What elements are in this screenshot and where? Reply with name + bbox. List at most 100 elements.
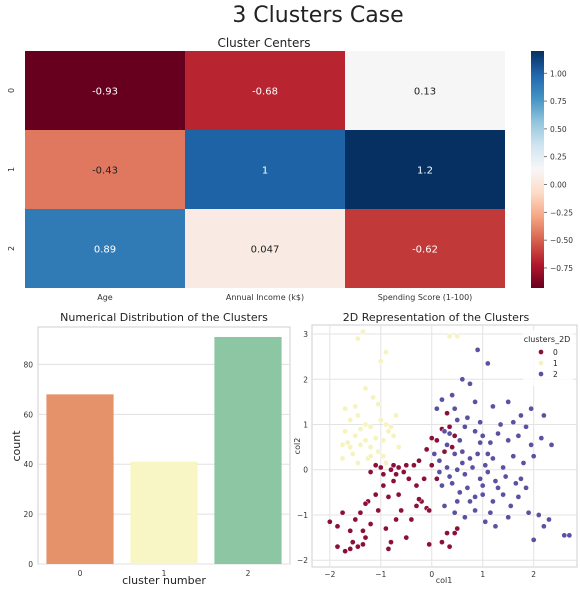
scatter-y-tick-label: 1	[303, 421, 308, 430]
scatter-point-cluster-2	[548, 442, 555, 448]
scatter-x-tick-label: 1	[480, 570, 485, 579]
bar-y-axis-label: count	[10, 430, 23, 462]
scatter-point-cluster-2	[479, 491, 486, 498]
scatter-point-cluster-0	[367, 469, 374, 475]
scatter-point-cluster-2	[456, 489, 463, 496]
scatter-point-cluster-2	[474, 347, 481, 353]
scatter-point-cluster-2	[479, 482, 486, 489]
scatter-point-cluster-2	[464, 484, 471, 491]
scatter-x-tick-label: −1	[375, 570, 386, 579]
scatter-point-cluster-2	[459, 460, 466, 466]
scatter-point-cluster-2	[518, 475, 524, 482]
scatter-point-cluster-2	[507, 503, 514, 509]
scatter-y-tick-label: 2	[303, 375, 308, 384]
scatter-title: 2D Representation of the Clusters	[343, 311, 530, 324]
scatter-point-cluster-1	[352, 432, 359, 439]
scatter-point-cluster-1	[393, 412, 399, 419]
scatter-point-cluster-2	[459, 448, 466, 455]
scatter-point-cluster-1	[362, 421, 369, 428]
scatter-point-cluster-2	[444, 442, 450, 448]
scatter-point-cluster-2	[444, 464, 450, 471]
colorbar-tick-label: 0.75	[550, 97, 567, 106]
scatter-point-cluster-0	[408, 516, 415, 523]
scatter-point-cluster-0	[451, 432, 458, 439]
scatter-point-cluster-2	[467, 455, 473, 462]
scatter-panel: 2D Representation of the Clusters −2 −1 0 1…	[293, 311, 578, 585]
scatter-point-cluster-0	[434, 475, 440, 482]
scatter-point-cluster-2	[451, 509, 458, 516]
scatter-point-cluster-2	[467, 380, 473, 387]
scatter-point-cluster-2	[472, 428, 478, 435]
heatmap-panel: Cluster Centers -0.93 -0.68 0.13 -0.43 1 1.2 0…	[7, 36, 573, 302]
scatter-point-cluster-1	[370, 394, 377, 401]
scatter-point-cluster-2	[541, 412, 547, 419]
scatter-point-cluster-0	[334, 523, 341, 530]
scatter-point-cluster-2	[495, 484, 501, 491]
scatter-point-cluster-1	[342, 428, 348, 435]
heatmap-title: Cluster Centers	[217, 36, 310, 50]
scatter-point-cluster-1	[395, 444, 402, 450]
heatmap-cell	[185, 130, 345, 209]
scatter-point-cluster-0	[428, 435, 435, 441]
scatter-point-cluster-2	[449, 392, 455, 398]
heatmap-column-label: Age	[97, 293, 113, 302]
scatter-point-cluster-1	[446, 333, 453, 340]
scatter-point-cluster-0	[395, 491, 402, 498]
scatter-point-cluster-2	[502, 473, 509, 480]
scatter-point-cluster-2	[474, 451, 481, 457]
scatter-point-cluster-0	[446, 543, 453, 550]
scatter-point-cluster-0	[362, 500, 369, 507]
bar-x-tick-label: 2	[246, 569, 251, 578]
scatter-point-cluster-2	[492, 478, 499, 484]
scatter-point-cluster-2	[436, 457, 443, 464]
heatmap-cell	[345, 51, 505, 130]
scatter-point-cluster-0	[362, 534, 369, 541]
scatter-point-cluster-2	[528, 442, 534, 448]
scatter-point-cluster-2	[472, 494, 478, 500]
bar	[130, 461, 198, 564]
scatter-point-cluster-2	[500, 464, 506, 471]
scatter-point-cluster-0	[372, 491, 379, 498]
scatter-y-axis-label: col2	[293, 438, 302, 455]
scatter-point-cluster-0	[339, 509, 346, 516]
scatter-point-cluster-2	[459, 376, 466, 383]
scatter-point-cluster-1	[357, 426, 364, 432]
scatter-point-cluster-0	[451, 530, 458, 536]
heatmap-value-label: -0.68	[252, 87, 278, 98]
scatter-point-cluster-2	[477, 419, 484, 426]
heatmap-cell	[345, 130, 505, 209]
scatter-point-cluster-0	[403, 534, 410, 541]
bar-chart-title: Numerical Distribution of the Clusters	[60, 311, 268, 324]
scatter-point-cluster-0	[355, 543, 361, 550]
scatter-point-cluster-2	[484, 451, 491, 457]
scatter-point-cluster-0	[377, 464, 384, 471]
scatter-point-cluster-1	[349, 451, 356, 457]
colorbar-tick-label: −0.50	[550, 236, 573, 245]
scatter-point-cluster-0	[393, 516, 399, 523]
scatter-point-cluster-2	[525, 509, 532, 516]
scatter-point-cluster-2	[515, 432, 522, 439]
scatter-point-cluster-0	[385, 546, 392, 552]
scatter-point-cluster-0	[405, 475, 412, 482]
scatter-point-cluster-1	[339, 455, 346, 462]
heatmap-value-label: -0.93	[92, 87, 118, 98]
colorbar-tick-label: −0.75	[550, 264, 573, 273]
heatmap-cell	[345, 209, 505, 288]
scatter-point-cluster-2	[512, 480, 519, 487]
scatter-legend-marker	[538, 360, 544, 366]
scatter-point-cluster-0	[413, 503, 420, 509]
scatter-point-cluster-2	[523, 484, 529, 491]
scatter-point-cluster-0	[347, 527, 354, 534]
scatter-point-cluster-2	[561, 532, 568, 539]
scatter-point-cluster-2	[439, 396, 445, 403]
scatter-point-cluster-2	[431, 451, 438, 457]
heatmap-value-label: 0.89	[94, 245, 116, 256]
heatmap-value-label: -0.43	[92, 166, 118, 177]
scatter-point-cluster-0	[423, 446, 430, 453]
scatter-point-cluster-0	[367, 521, 374, 527]
scatter-point-cluster-2	[446, 430, 453, 437]
scatter-x-axis-label: col1	[436, 576, 453, 585]
bar-x-tick-label: 1	[162, 569, 167, 578]
heatmap-cell	[25, 209, 185, 288]
